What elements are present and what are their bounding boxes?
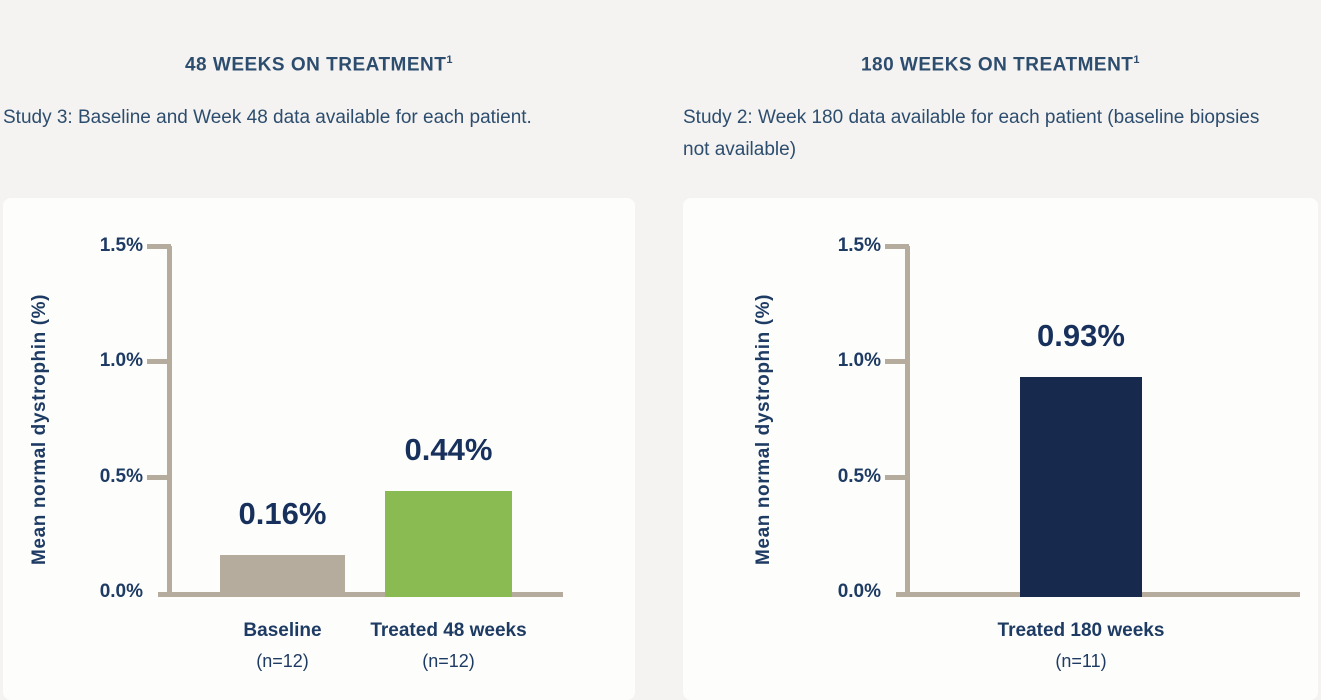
bar-baseline xyxy=(220,555,345,597)
reference-superscript: 1 xyxy=(446,54,453,66)
y-tick-label: 0.5% xyxy=(99,465,143,487)
bar-value-label: 0.44% xyxy=(404,431,493,467)
bar-category-label: Treated 180 weeks (n=11) xyxy=(998,619,1165,672)
y-tick-label: 1.5% xyxy=(837,235,881,256)
panel-48-weeks: 48 WEEKS ON TREATMENT1 Study 3: Baseline… xyxy=(3,0,635,700)
y-tick-mark xyxy=(885,244,909,249)
bar-category-name: Treated 180 weeks xyxy=(997,620,1165,641)
chart-subtitle-180-weeks: Study 2: Week 180 data available for eac… xyxy=(683,107,1260,161)
bar-category-label: Baseline (n=12) xyxy=(243,619,321,672)
x-axis-line xyxy=(158,592,563,597)
reference-superscript: 1 xyxy=(1133,54,1141,66)
y-axis-label: Mean normal dystrophin (%) xyxy=(29,293,50,565)
y-axis-line xyxy=(905,246,910,592)
bar-n-label: (n=12) xyxy=(422,651,475,671)
chart-title-text: 180 WEEKS ON TREATMENT xyxy=(860,54,1134,76)
y-tick-mark xyxy=(885,474,909,480)
chart-title-180-weeks: 180 WEEKS ON TREATMENT1 xyxy=(683,54,1318,76)
y-tick-mark xyxy=(885,359,909,365)
y-tick-label: 0.5% xyxy=(837,465,881,487)
chart-title-text: 48 WEEKS ON TREATMENT xyxy=(184,54,447,76)
chart-card-180-weeks: Mean normal dystrophin (%) 1.5% 1.0% 0.5% 0.… xyxy=(683,198,1318,700)
y-axis-label: Mean normal dystrophin (%) xyxy=(753,293,774,565)
bar-n-label: (n=12) xyxy=(256,651,309,671)
bar-treated-180-weeks xyxy=(1020,377,1142,597)
bar-n-label: (n=11) xyxy=(1055,651,1107,671)
bar-value-label: 0.93% xyxy=(1037,318,1125,354)
y-tick-label: 0.0% xyxy=(837,581,881,602)
y-tick-label: 1.0% xyxy=(99,350,143,372)
y-tick-label: 1.5% xyxy=(99,235,143,256)
bar-category-label: Treated 48 weeks (n=12) xyxy=(370,619,526,672)
bar-treated-48-weeks xyxy=(385,490,512,597)
y-tick-mark xyxy=(147,244,171,249)
bar-value-label: 0.16% xyxy=(238,496,327,532)
chart-subtitle-48-weeks: Study 3: Baseline and Week 48 data avail… xyxy=(3,107,532,129)
bar-category-name: Treated 48 weeks xyxy=(370,620,527,641)
y-tick-mark xyxy=(147,359,171,365)
bar-category-name: Baseline xyxy=(243,620,322,641)
y-axis-line xyxy=(167,246,172,592)
y-tick-label: 0.0% xyxy=(99,581,143,602)
chart-title-48-weeks: 48 WEEKS ON TREATMENT1 xyxy=(3,54,635,76)
chart-card-48-weeks: Mean normal dystrophin (%) 1.5% 1.0% 0.5% 0.… xyxy=(3,198,635,700)
y-tick-mark xyxy=(147,474,171,480)
y-tick-label: 1.0% xyxy=(837,350,881,372)
panel-180-weeks: 180 WEEKS ON TREATMENT1 Study 2: Week 18… xyxy=(683,0,1318,700)
